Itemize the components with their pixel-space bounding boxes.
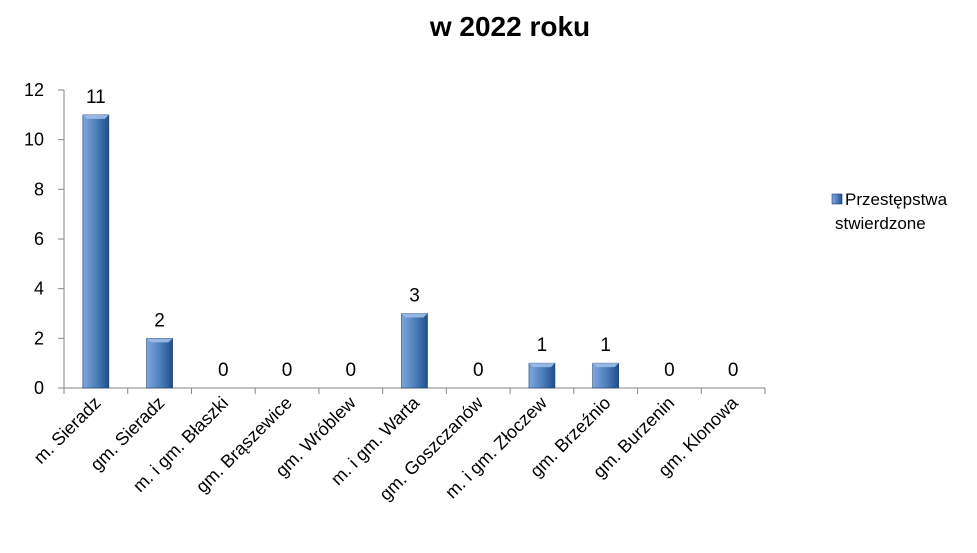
- data-label: 0: [345, 360, 356, 381]
- bar-body: [146, 338, 173, 389]
- y-tick-label: 10: [24, 130, 44, 150]
- bar-bevel: [592, 363, 619, 368]
- data-label: 0: [473, 360, 484, 381]
- legend-label: Przestępstwa: [845, 190, 948, 209]
- data-label: 2: [154, 310, 165, 331]
- bar: [528, 362, 556, 389]
- legend-swatch: [831, 193, 843, 205]
- legend-item: Przestępstwa stwierdzone: [831, 190, 948, 233]
- legend-label: stwierdzone: [835, 214, 926, 233]
- data-label: 0: [218, 360, 229, 381]
- bar-body: [592, 362, 619, 389]
- data-label: 11: [86, 87, 106, 108]
- bar: [82, 114, 110, 389]
- y-tick-label: 8: [34, 179, 44, 199]
- bar-body: [401, 313, 428, 389]
- chart-title: w 2022 roku: [429, 11, 590, 42]
- data-label: 0: [282, 360, 293, 381]
- legend: Przestępstwa stwierdzone: [831, 190, 948, 233]
- bar-bevel: [401, 313, 428, 318]
- y-tick-label: 0: [34, 378, 44, 398]
- data-label: 0: [728, 360, 739, 381]
- bar-bevel: [82, 114, 109, 119]
- y-tick-label: 4: [34, 279, 44, 299]
- data-label: 1: [600, 335, 611, 356]
- data-label: 0: [664, 360, 675, 381]
- bar-body: [528, 362, 556, 389]
- data-label: 3: [409, 286, 420, 307]
- bar-body: [82, 114, 110, 389]
- y-tick-label: 2: [34, 328, 44, 348]
- y-tick-label: 12: [24, 80, 44, 100]
- bar-bevel: [528, 363, 555, 368]
- bar: [146, 338, 173, 389]
- bar: [592, 362, 619, 389]
- y-tick-label: 6: [34, 229, 44, 249]
- bar-bevel: [146, 338, 173, 343]
- bar: [401, 313, 428, 389]
- data-label: 1: [537, 335, 548, 356]
- bars: [82, 114, 619, 389]
